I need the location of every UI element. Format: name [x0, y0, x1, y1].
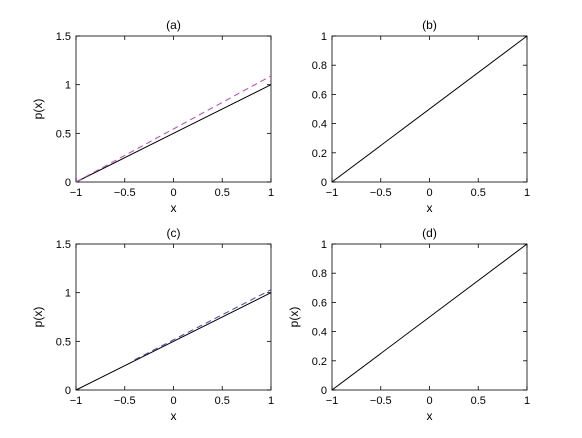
- series-line-2: [75, 75, 272, 183]
- y-tick-label: 0: [65, 385, 71, 397]
- x-tick-label: 0: [426, 395, 432, 407]
- chart-panel-b: −1 −0.5 0 0.5 1 0 0.2 0.4 0.6 0.8 1 (b) x: [312, 18, 530, 215]
- x-tick-label: −0.5: [114, 395, 136, 407]
- x-tick-label: 1: [524, 187, 530, 199]
- y-tick-label: 1.5: [56, 239, 71, 251]
- y-tick-label: 0.2: [312, 148, 327, 160]
- y-tick-label: 0.6: [312, 89, 327, 101]
- series-line-1: [75, 292, 272, 391]
- y-tick-label: 0.8: [312, 268, 327, 280]
- x-axis-label: x: [427, 409, 433, 423]
- y-tick-label: 0: [65, 177, 71, 189]
- x-axis-label: x: [171, 409, 177, 423]
- y-tick-label: 1: [65, 288, 71, 300]
- x-tick-label: 0: [426, 187, 432, 199]
- axes-frame: [75, 35, 272, 183]
- y-tick-label: 1.5: [56, 31, 71, 43]
- y-axis-label: p(x): [31, 99, 45, 120]
- y-tick-label: 0.4: [312, 327, 327, 339]
- chart-panel-d: −1 −0.5 0 0.5 1 0 0.2 0.4 0.6 0.8 1 (d) x p(x): [287, 226, 530, 423]
- y-tick-label: 1: [65, 80, 71, 92]
- x-tick-label: 1: [268, 395, 274, 407]
- series-line-1: [331, 243, 528, 391]
- y-axis-label: p(x): [287, 307, 301, 328]
- x-tick-label: −1: [326, 187, 339, 199]
- panel-title: (c): [167, 226, 181, 240]
- chart-panel-a: −1 −0.5 0 0.5 1 0 0.5 1 1.5 (a) x p(x): [31, 18, 274, 215]
- x-tick-label: 0.5: [471, 395, 486, 407]
- y-tick-label: 0: [321, 177, 327, 189]
- y-tick-label: 0: [321, 385, 327, 397]
- x-tick-label: −1: [326, 395, 339, 407]
- chart-panel-c: −1 −0.5 0 0.5 1 0 0.5 1 1.5 (c) x p(x): [31, 226, 274, 423]
- x-tick-label: 0.5: [471, 187, 486, 199]
- series-line-1: [331, 35, 528, 183]
- x-tick-label: 0.5: [215, 395, 230, 407]
- y-tick-label: 0.5: [56, 128, 71, 140]
- panel-title: (a): [166, 18, 181, 32]
- x-tick-label: −0.5: [370, 187, 392, 199]
- x-tick-label: −0.5: [370, 395, 392, 407]
- x-tick-label: −1: [70, 187, 83, 199]
- y-tick-label: 0.4: [312, 119, 327, 131]
- x-axis-label: x: [427, 201, 433, 215]
- x-tick-label: 1: [268, 187, 274, 199]
- panel-title: (b): [422, 18, 437, 32]
- y-tick-label: 1: [321, 31, 327, 43]
- x-tick-label: 1: [524, 395, 530, 407]
- axes-frame: [75, 243, 272, 391]
- series-line-1: [75, 84, 272, 183]
- y-tick-label: 0.6: [312, 297, 327, 309]
- panel-title: (d): [422, 226, 437, 240]
- x-tick-label: −0.5: [114, 187, 136, 199]
- x-tick-label: −1: [70, 395, 83, 407]
- y-tick-label: 0.8: [312, 60, 327, 72]
- x-axis-label: x: [171, 201, 177, 215]
- y-axis-label: p(x): [31, 307, 45, 328]
- y-tick-label: 0.5: [56, 336, 71, 348]
- series-line-2: [134, 289, 272, 361]
- y-tick-label: 1: [321, 239, 327, 251]
- x-tick-label: 0: [170, 187, 176, 199]
- x-tick-label: 0.5: [215, 187, 230, 199]
- x-tick-label: 0: [170, 395, 176, 407]
- y-tick-label: 0.2: [312, 356, 327, 368]
